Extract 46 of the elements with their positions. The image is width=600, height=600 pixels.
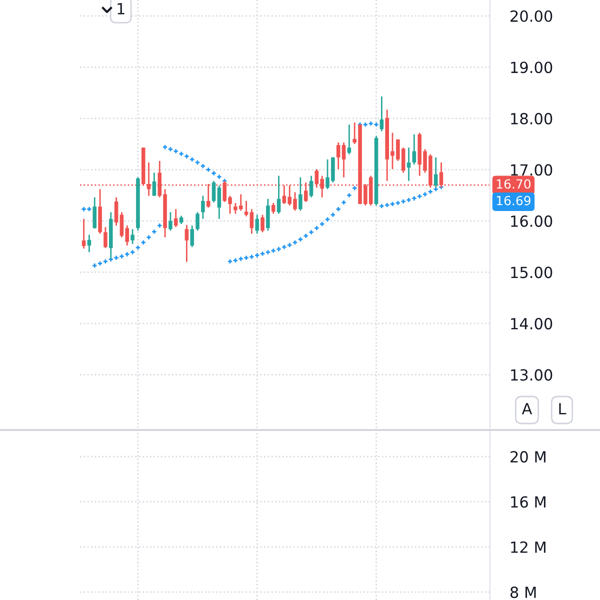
candlestick: [217, 184, 222, 220]
candlestick: [336, 142, 340, 170]
y-tick-label: 8 M: [510, 586, 536, 598]
candlestick: [152, 172, 156, 196]
candlestick: [87, 234, 92, 253]
y-tick-label: 14.00: [511, 318, 552, 330]
candlestick: [212, 180, 216, 204]
candlestick: [271, 202, 276, 214]
text: A: [522, 403, 532, 414]
annotation: 1: [118, 3, 124, 14]
ref-line-label: 16.70: [496, 179, 531, 189]
candlestick: [406, 146, 411, 182]
candlestick: [342, 142, 346, 178]
y-tick-label: 17.00: [511, 164, 552, 176]
candlestick: [184, 224, 189, 263]
candlestick: [196, 212, 200, 232]
y-tick-label: 12 M: [511, 541, 546, 553]
candlestick: [244, 200, 248, 217]
candlestick: [250, 208, 254, 234]
candlestick: [92, 196, 97, 230]
candlestick: [276, 175, 281, 214]
candlestick: [347, 124, 352, 155]
y-tick-label: 15.00: [511, 266, 552, 278]
y-tick-label: 16.00: [511, 215, 552, 227]
candlestick: [380, 96, 384, 132]
candlestick: [260, 214, 264, 233]
text: L: [559, 403, 566, 414]
y-tick-label: 16 M: [511, 496, 546, 508]
y-tick-label: 19.00: [511, 62, 552, 74]
candlestick: [201, 195, 205, 220]
candlestick: [412, 134, 416, 166]
text: 16.69: [496, 196, 530, 206]
y-tick-label: 20.00: [510, 10, 552, 22]
candlestick: [114, 196, 118, 226]
candlestick: [168, 212, 172, 232]
candlestick: [190, 224, 194, 248]
candlestick: [266, 198, 270, 232]
y-tick-label: 18.00: [511, 112, 552, 124]
candlestick: [82, 218, 86, 250]
candlestick: [104, 226, 108, 249]
y-tick-label: 13.00: [511, 369, 552, 381]
y-tick-label: 20 M: [510, 451, 546, 463]
candlestick: [130, 228, 134, 245]
candlestick: [174, 208, 178, 228]
candlestick: [309, 175, 314, 198]
candlestick: [298, 176, 302, 212]
